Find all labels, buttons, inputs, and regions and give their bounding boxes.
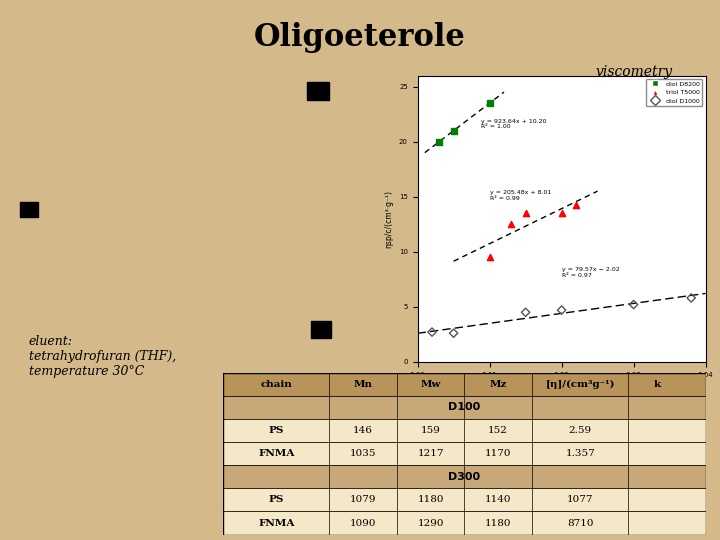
Text: FNMA: FNMA [258, 518, 294, 528]
Text: Mn: Mn [354, 380, 372, 389]
Text: y = 205.48x + 8.01
R² = 0.99: y = 205.48x + 8.01 R² = 0.99 [490, 190, 551, 201]
Point [520, 209, 531, 218]
Text: PS: PS [269, 426, 284, 435]
Point [448, 329, 459, 338]
Text: 8710: 8710 [567, 518, 593, 528]
Bar [223, 442, 706, 465]
Text: [η]/(cm³g⁻¹): [η]/(cm³g⁻¹) [546, 380, 615, 389]
Text: 1077: 1077 [567, 495, 593, 504]
Text: 1035: 1035 [350, 449, 377, 458]
Point [484, 99, 495, 107]
Text: 1090: 1090 [350, 518, 377, 528]
Point [484, 253, 495, 261]
Text: 1217: 1217 [418, 449, 444, 458]
Point [520, 308, 531, 316]
Legend: diol D8200, triol T5000, diol D1000: diol D8200, triol T5000, diol D1000 [646, 79, 703, 106]
Bar [223, 396, 706, 419]
X-axis label: polymer concentration, c/(g·cm⁻³): polymer concentration, c/(g·cm⁻³) [496, 383, 627, 392]
Point [433, 137, 445, 146]
Bar [223, 511, 706, 535]
Text: y = 79.57x − 2.02
R² = 0.97: y = 79.57x − 2.02 R² = 0.97 [562, 267, 619, 278]
Text: D300: D300 [449, 472, 480, 482]
Text: 1140: 1140 [485, 495, 511, 504]
Text: FNMA: FNMA [258, 449, 294, 458]
Text: y = 923.64x + 10.20
R² = 1.00: y = 923.64x + 10.20 R² = 1.00 [481, 118, 546, 129]
Bar [223, 419, 706, 442]
Text: Oligoeterole: Oligoeterole [254, 22, 466, 52]
Text: 146: 146 [353, 426, 373, 435]
Text: 1180: 1180 [418, 495, 444, 504]
Text: chain: chain [261, 380, 292, 389]
Text: D100: D100 [449, 402, 480, 413]
FancyBboxPatch shape [19, 202, 38, 217]
Text: Mw: Mw [420, 380, 441, 389]
Text: k: k [654, 380, 661, 389]
Text: PS: PS [269, 495, 284, 504]
Point [556, 306, 567, 314]
Point [426, 328, 438, 336]
Text: 152: 152 [488, 426, 508, 435]
Bar [223, 488, 706, 511]
FancyBboxPatch shape [307, 82, 329, 100]
Text: 1170: 1170 [485, 449, 511, 458]
Point [556, 209, 567, 218]
Bar [223, 465, 706, 488]
FancyBboxPatch shape [311, 321, 331, 338]
Y-axis label: ηsp/c/(cm³·g⁻¹): ηsp/c/(cm³·g⁻¹) [384, 190, 393, 248]
Text: 1290: 1290 [418, 518, 444, 528]
Text: 1180: 1180 [485, 518, 511, 528]
Bar [223, 373, 706, 396]
Point [505, 220, 517, 228]
Point [570, 201, 582, 210]
Text: 1.357: 1.357 [565, 449, 595, 458]
Text: 159: 159 [420, 426, 441, 435]
Text: viscometry: viscometry [595, 65, 672, 79]
Point [628, 300, 639, 309]
Point [685, 294, 697, 302]
Text: 1079: 1079 [350, 495, 377, 504]
Text: Mz: Mz [490, 380, 507, 389]
Text: eluent:
tetrahydrofuran (THF),
temperature 30°C: eluent: tetrahydrofuran (THF), temperatu… [29, 335, 176, 378]
Point [448, 126, 459, 135]
Text: 2.59: 2.59 [569, 426, 592, 435]
